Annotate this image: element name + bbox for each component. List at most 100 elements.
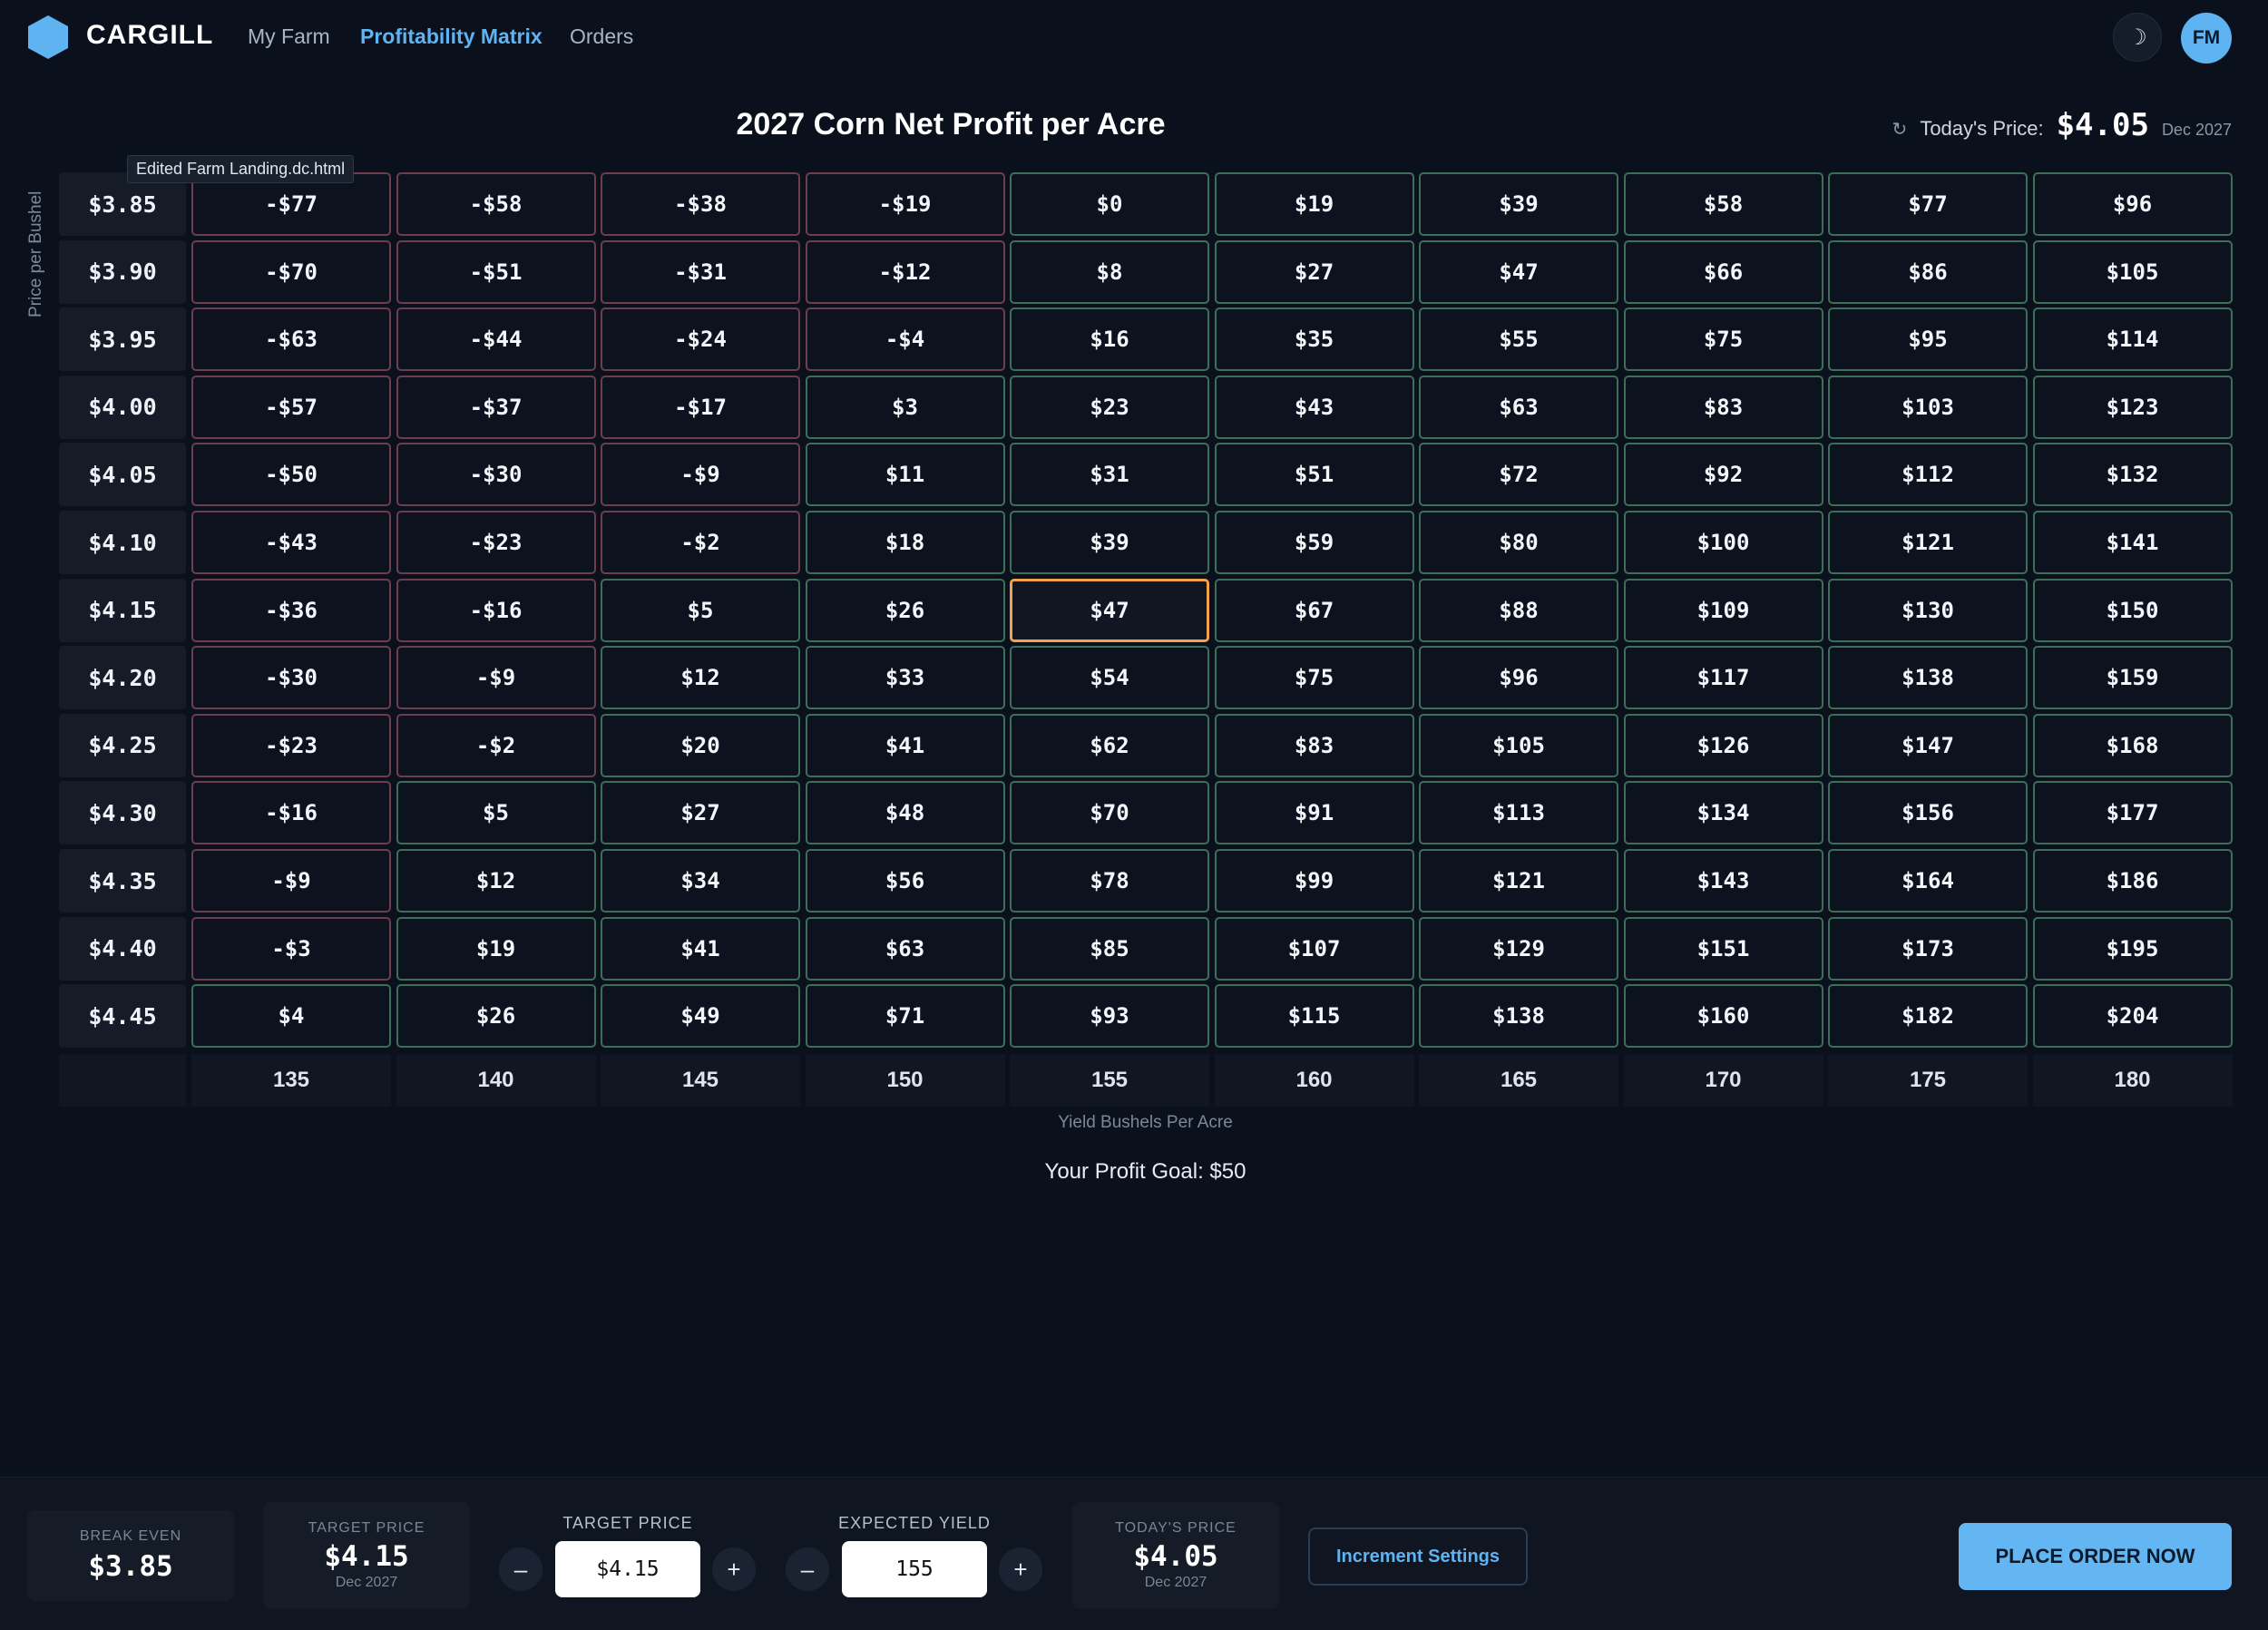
increment-settings-button[interactable]: Increment Settings xyxy=(1308,1528,1528,1586)
matrix-cell[interactable]: -$50 xyxy=(191,443,391,507)
matrix-cell[interactable]: $186 xyxy=(2032,849,2233,913)
matrix-cell[interactable]: $72 xyxy=(1419,443,1618,507)
matrix-cell[interactable]: $58 xyxy=(1623,172,1823,236)
matrix-cell[interactable]: $129 xyxy=(1419,916,1618,981)
matrix-cell[interactable]: $20 xyxy=(601,713,800,777)
matrix-cell[interactable]: $4 xyxy=(191,984,391,1049)
matrix-cell[interactable]: $0 xyxy=(1010,172,1209,236)
matrix-cell[interactable]: $63 xyxy=(805,916,1005,981)
matrix-cell[interactable]: $160 xyxy=(1623,984,1823,1049)
matrix-cell[interactable]: -$24 xyxy=(601,307,800,372)
matrix-cell[interactable]: -$37 xyxy=(396,375,596,439)
matrix-cell[interactable]: -$23 xyxy=(191,713,391,777)
refresh-icon[interactable]: ↻ xyxy=(1892,120,1908,140)
matrix-cell[interactable]: $195 xyxy=(2032,916,2233,981)
matrix-cell[interactable]: $55 xyxy=(1419,307,1618,372)
matrix-cell[interactable]: -$16 xyxy=(396,578,596,642)
matrix-cell[interactable]: $112 xyxy=(1828,443,2028,507)
matrix-cell[interactable]: $182 xyxy=(1828,984,2028,1049)
matrix-cell[interactable]: $62 xyxy=(1010,713,1209,777)
matrix-cell[interactable]: $39 xyxy=(1010,511,1209,574)
matrix-cell[interactable]: $83 xyxy=(1214,713,1414,777)
matrix-cell[interactable]: -$58 xyxy=(396,172,596,236)
matrix-cell[interactable]: $115 xyxy=(1214,984,1414,1049)
matrix-cell[interactable]: -$12 xyxy=(805,239,1005,304)
matrix-cell[interactable]: -$70 xyxy=(191,239,391,304)
matrix-cell[interactable]: $85 xyxy=(1010,916,1209,981)
target-price-increment-button[interactable]: + xyxy=(712,1547,756,1591)
matrix-cell[interactable]: $43 xyxy=(1214,375,1414,439)
nav-profitability-matrix[interactable]: Profitability Matrix xyxy=(360,24,543,48)
matrix-cell[interactable]: $16 xyxy=(1010,307,1209,372)
cargill-logo-icon[interactable] xyxy=(26,15,70,60)
brand-name[interactable]: CARGILL xyxy=(86,20,214,50)
yield-increment-button[interactable]: + xyxy=(999,1547,1042,1591)
matrix-cell[interactable]: $168 xyxy=(2032,713,2233,777)
expected-yield-input[interactable] xyxy=(842,1541,987,1597)
matrix-cell[interactable]: $54 xyxy=(1010,646,1209,710)
matrix-cell[interactable]: $132 xyxy=(2032,443,2233,507)
matrix-cell[interactable]: $103 xyxy=(1828,375,2028,439)
matrix-cell[interactable]: $99 xyxy=(1214,849,1414,913)
matrix-cell[interactable]: $71 xyxy=(805,984,1005,1049)
matrix-cell[interactable]: -$4 xyxy=(805,307,1005,372)
matrix-cell[interactable]: -$30 xyxy=(191,646,391,710)
matrix-cell[interactable]: $26 xyxy=(396,984,596,1049)
matrix-cell[interactable]: $39 xyxy=(1419,172,1618,236)
matrix-cell[interactable]: $123 xyxy=(2032,375,2233,439)
matrix-cell[interactable]: $31 xyxy=(1010,443,1209,507)
matrix-cell[interactable]: $47 xyxy=(1419,239,1618,304)
matrix-cell[interactable]: $8 xyxy=(1010,239,1209,304)
matrix-cell[interactable]: $75 xyxy=(1214,646,1414,710)
matrix-cell[interactable]: $107 xyxy=(1214,916,1414,981)
matrix-cell[interactable]: $113 xyxy=(1419,781,1618,845)
matrix-cell[interactable]: $26 xyxy=(805,578,1005,642)
matrix-cell[interactable]: $83 xyxy=(1623,375,1823,439)
matrix-cell[interactable]: $5 xyxy=(396,781,596,845)
matrix-cell[interactable]: $80 xyxy=(1419,511,1618,574)
matrix-cell[interactable]: $159 xyxy=(2032,646,2233,710)
matrix-cell[interactable]: $93 xyxy=(1010,984,1209,1049)
matrix-cell[interactable]: $96 xyxy=(2032,172,2233,236)
matrix-cell[interactable]: -$2 xyxy=(396,713,596,777)
matrix-cell[interactable]: $12 xyxy=(601,646,800,710)
matrix-cell[interactable]: $95 xyxy=(1828,307,2028,372)
matrix-cell[interactable]: $100 xyxy=(1623,511,1823,574)
matrix-cell[interactable]: $117 xyxy=(1623,646,1823,710)
matrix-cell-selected[interactable]: $47 xyxy=(1010,578,1209,642)
matrix-cell[interactable]: $121 xyxy=(1828,511,2028,574)
matrix-cell[interactable]: $204 xyxy=(2032,984,2233,1049)
matrix-cell[interactable]: $138 xyxy=(1419,984,1618,1049)
matrix-cell[interactable]: $19 xyxy=(396,916,596,981)
matrix-cell[interactable]: $48 xyxy=(805,781,1005,845)
matrix-cell[interactable]: $121 xyxy=(1419,849,1618,913)
matrix-cell[interactable]: -$31 xyxy=(601,239,800,304)
matrix-cell[interactable]: $18 xyxy=(805,511,1005,574)
matrix-cell[interactable]: -$36 xyxy=(191,578,391,642)
matrix-cell[interactable]: $3 xyxy=(805,375,1005,439)
matrix-cell[interactable]: $164 xyxy=(1828,849,2028,913)
matrix-cell[interactable]: $77 xyxy=(1828,172,2028,236)
matrix-cell[interactable]: $78 xyxy=(1010,849,1209,913)
matrix-cell[interactable]: $41 xyxy=(601,916,800,981)
matrix-cell[interactable]: -$2 xyxy=(601,511,800,574)
matrix-cell[interactable]: -$63 xyxy=(191,307,391,372)
nav-my-farm[interactable]: My Farm xyxy=(248,24,330,48)
matrix-cell[interactable]: -$17 xyxy=(601,375,800,439)
matrix-cell[interactable]: -$51 xyxy=(396,239,596,304)
matrix-cell[interactable]: $27 xyxy=(601,781,800,845)
matrix-cell[interactable]: $34 xyxy=(601,849,800,913)
nav-orders[interactable]: Orders xyxy=(570,24,634,48)
matrix-cell[interactable]: -$3 xyxy=(191,916,391,981)
matrix-cell[interactable]: $114 xyxy=(2032,307,2233,372)
theme-toggle-button[interactable]: ☽ xyxy=(2113,13,2162,62)
matrix-cell[interactable]: $177 xyxy=(2032,781,2233,845)
matrix-cell[interactable]: $105 xyxy=(1419,713,1618,777)
matrix-cell[interactable]: $96 xyxy=(1419,646,1618,710)
matrix-cell[interactable]: $27 xyxy=(1214,239,1414,304)
matrix-cell[interactable]: $33 xyxy=(805,646,1005,710)
matrix-cell[interactable]: $151 xyxy=(1623,916,1823,981)
avatar[interactable]: FM xyxy=(2181,13,2232,63)
matrix-cell[interactable]: -$19 xyxy=(805,172,1005,236)
matrix-cell[interactable]: $86 xyxy=(1828,239,2028,304)
